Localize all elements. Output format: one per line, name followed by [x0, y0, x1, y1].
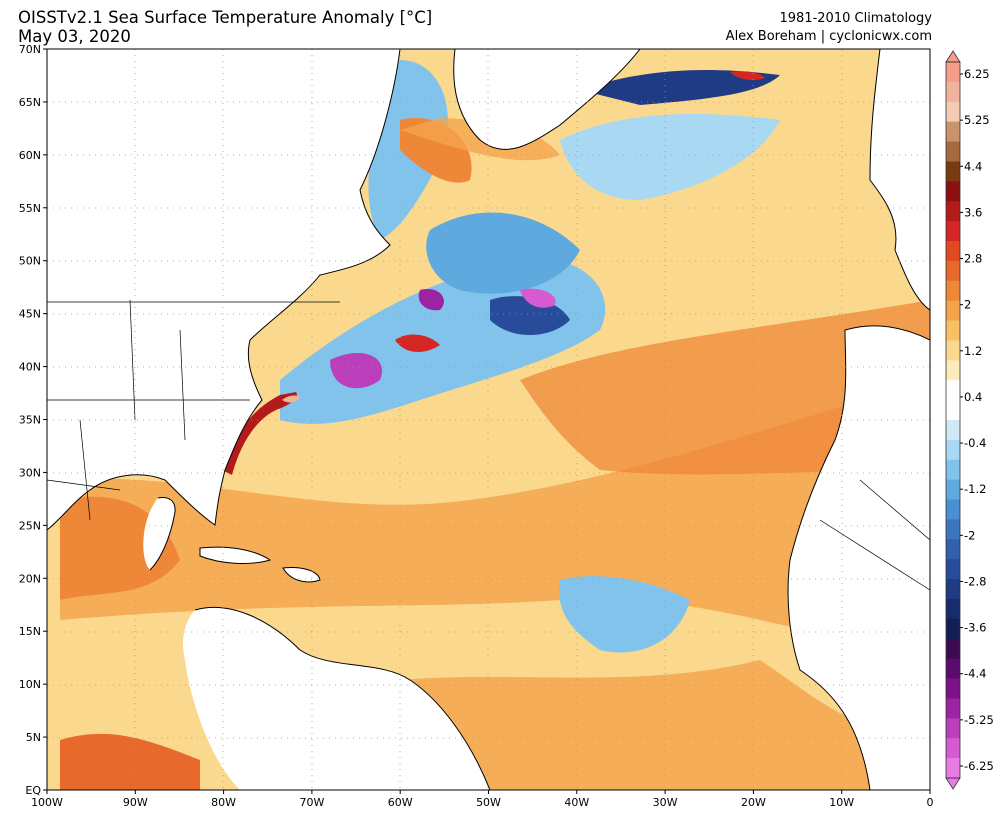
colorbar-swatch: [946, 360, 960, 381]
colorbar-frame: [945, 61, 961, 779]
lon-label: 60W: [388, 796, 413, 809]
lat-label: 55N: [19, 202, 41, 215]
lat-label: 45N: [19, 308, 41, 321]
political-borders: [47, 299, 930, 591]
colorbar-swatch: [946, 658, 960, 679]
colorbar-min-arrow: [945, 777, 961, 790]
lat-label: 65N: [19, 96, 41, 109]
lat-label: 25N: [19, 519, 41, 532]
lon-label: 90W: [123, 796, 148, 809]
colorbar-max-arrow: [945, 50, 961, 63]
colorbar-label: -2: [964, 528, 975, 542]
lon-label: 40W: [564, 796, 589, 809]
colorbar-label: 0.4: [964, 390, 982, 404]
colorbar-label: 2.8: [964, 252, 982, 266]
lat-label: 70N: [19, 43, 41, 56]
lon-label: 30W: [653, 796, 678, 809]
coastlines: [47, 49, 930, 790]
colorbar-swatch: [946, 181, 960, 202]
colorbar-swatch: [946, 499, 960, 520]
lat-label: 20N: [19, 572, 41, 585]
map-field: [47, 49, 930, 790]
lat-label: 50N: [19, 255, 41, 268]
colorbar-swatch: [946, 201, 960, 222]
colorbar-swatch: [946, 678, 960, 699]
colorbar-swatch: [946, 539, 960, 560]
colorbar-swatch: [946, 300, 960, 321]
colorbar-label: -2.8: [964, 574, 986, 588]
lat-label: 10N: [19, 678, 41, 691]
map-title: OISSTv2.1 Sea Surface Temperature Anomal…: [18, 8, 433, 27]
colorbar-label: 5.25: [964, 113, 990, 127]
colorbar-swatch: [946, 618, 960, 640]
colorbar-swatch: [946, 559, 960, 580]
colorbar-swatch: [946, 62, 960, 83]
lat-label: 5N: [26, 731, 41, 744]
colorbar-swatch: [946, 519, 960, 540]
colorbar-swatch: [946, 260, 960, 282]
colorbar-label: 3.6: [964, 205, 982, 219]
lat-label: 35N: [19, 414, 41, 427]
lon-label: 50W: [476, 796, 501, 809]
colorbar-label: 4.4: [964, 159, 982, 173]
colorbar-label: -1.2: [964, 482, 986, 496]
lon-label: 0: [927, 796, 934, 809]
colorbar-swatch: [946, 459, 960, 481]
colorbar-swatch: [946, 241, 960, 262]
colorbar-swatch: [946, 420, 960, 441]
colorbar-swatch: [946, 638, 960, 660]
colorbar-label: -0.4: [964, 436, 986, 450]
lon-label: 80W: [211, 796, 236, 809]
credit-block: 1981-2010 Climatology Alex Boreham | cyc…: [726, 10, 932, 46]
colorbar: 6.25 5.25 4.4 3.6 2.8 2 1.2 0.4 -0.4 -1.2 -2 -2.8 -3…: [945, 50, 994, 790]
colorbar-label: -4.4: [964, 667, 986, 681]
colorbar-swatch: [946, 718, 960, 739]
colorbar-label: -5.25: [964, 713, 994, 727]
lon-label: 100W: [31, 796, 63, 809]
colorbar-swatch: [946, 81, 960, 103]
colorbar-label: 1.2: [964, 344, 982, 358]
latitude-axis: 70N 65N 60N 55N 50N 45N 40N 35N 30N 25N 20N 15N 10N 5…: [19, 43, 47, 797]
colorbar-swatch: [946, 579, 960, 600]
colorbar-swatch: [946, 479, 960, 500]
colorbar-swatch: [946, 599, 960, 620]
lat-label: 30N: [19, 466, 41, 479]
colorbar-label: 6.25: [964, 67, 990, 81]
map-title-block: OISSTv2.1 Sea Surface Temperature Anomal…: [18, 8, 432, 46]
lon-label: 70W: [299, 796, 324, 809]
colorbar-swatch: [946, 121, 960, 142]
colorbar-swatch: [946, 101, 960, 123]
map-date: May 03, 2020: [18, 27, 131, 46]
lat-label: 60N: [19, 149, 41, 162]
colorbar-swatch: [946, 161, 960, 182]
colorbar-swatch: [946, 320, 960, 341]
lon-label: 20W: [741, 796, 766, 809]
climatology-label: 1981-2010 Climatology: [779, 11, 932, 26]
colorbar-label: -3.6: [964, 621, 986, 635]
colorbar-swatch: [946, 280, 960, 302]
colorbar-swatch: [946, 221, 960, 242]
colorbar-swatch: [946, 141, 960, 162]
colorbar-label: 2: [964, 298, 971, 312]
colorbar-swatch: [946, 400, 960, 421]
colorbar-swatch: [946, 380, 960, 401]
colorbar-swatch: [946, 698, 960, 719]
lat-label: 15N: [19, 625, 41, 638]
credit-label: Alex Boreham | cyclonicwx.com: [725, 29, 932, 44]
colorbar-swatch: [946, 758, 960, 779]
lat-label: 40N: [19, 361, 41, 374]
lon-label: 10W: [829, 796, 854, 809]
colorbar-label: -6.25: [964, 759, 994, 773]
longitude-axis: 100W 90W 80W 70W 60W 50W 40W 30W 20W 10W 0: [31, 790, 934, 809]
lat-label: EQ: [25, 784, 41, 797]
colorbar-swatch: [946, 738, 960, 759]
colorbar-swatch: [946, 439, 960, 461]
colorbar-swatch: [946, 340, 960, 361]
